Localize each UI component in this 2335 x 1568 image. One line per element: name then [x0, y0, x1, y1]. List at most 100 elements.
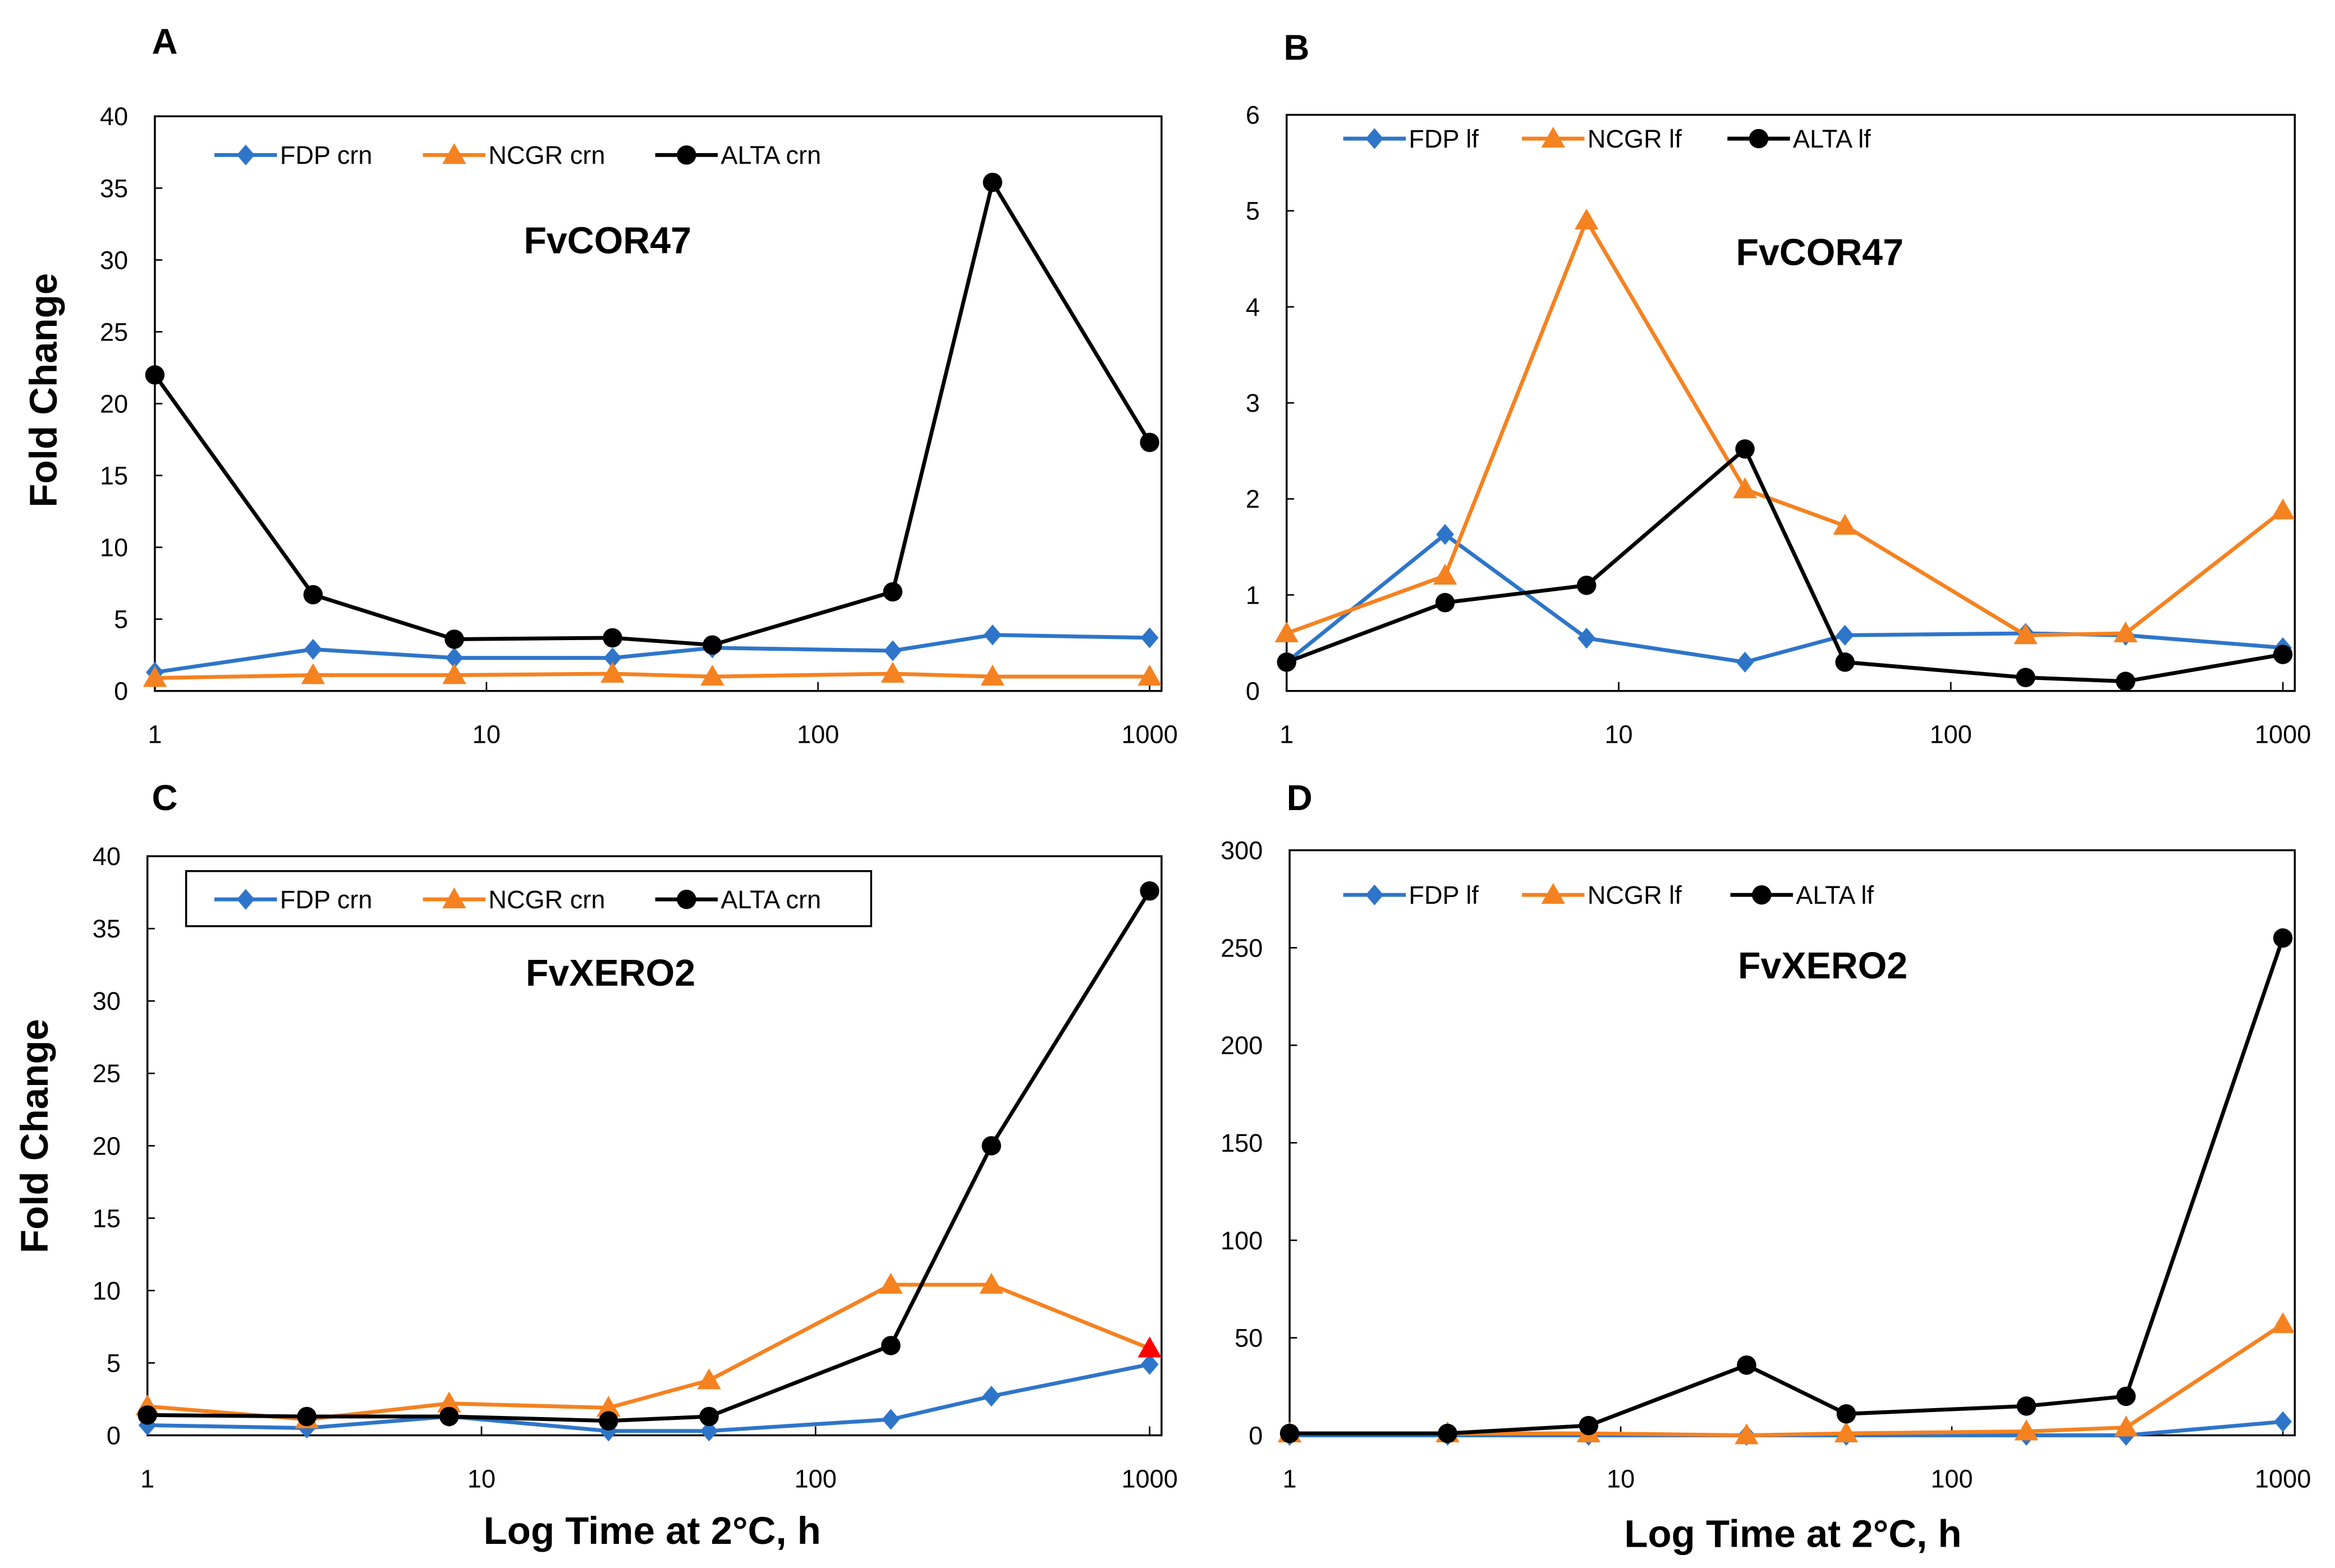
data-point-ncgr — [2114, 1415, 2138, 1437]
plot-frame — [154, 115, 1163, 692]
data-point-alta — [881, 1336, 901, 1355]
legend-item-alta: ALTA crn — [655, 141, 821, 169]
series-line-alta — [1286, 445, 2283, 683]
y-tick-label: 35 — [100, 174, 128, 203]
y-tick-label: 25 — [93, 1059, 121, 1088]
data-point-fdp — [982, 1386, 1001, 1407]
data-point-alta — [703, 635, 722, 655]
data-point-alta — [2273, 645, 2293, 664]
series-line-alta — [153, 177, 1152, 647]
data-point-alta — [1435, 592, 1455, 613]
series-line-alta — [147, 890, 1152, 1423]
legend-marker-diamond-icon — [1365, 884, 1384, 905]
y-tick-label: 4 — [1246, 293, 1260, 321]
legend-item-alta: ALTA lf — [1730, 881, 1874, 909]
data-point-ncgr — [880, 661, 905, 683]
y-tick-label: 10 — [93, 1276, 121, 1305]
legend-marker-circle-icon — [1752, 885, 1772, 905]
y-tick-label: 5 — [114, 605, 128, 634]
y-tick-label: 40 — [93, 842, 121, 871]
y-tick-label: 250 — [1221, 934, 1263, 962]
x-tick-label: 100 — [1930, 1464, 1972, 1493]
y-tick-label: 40 — [100, 102, 128, 131]
legend-label: NCGR lf — [1588, 881, 1682, 909]
legend-marker-triangle-icon — [1541, 882, 1566, 904]
data-point-ncgr — [1735, 1423, 1759, 1445]
legend-marker-diamond-icon — [236, 889, 255, 910]
data-point-alta — [2116, 1386, 2136, 1406]
data-point-fdp — [882, 1409, 900, 1430]
panel-d-fvxero2-leaf: 0 50 100 150 200 250 300 1 10 100 1000 FvXERO2 FDP l… — [1221, 836, 2311, 1493]
x-tick-label: 10 — [1604, 720, 1632, 749]
data-point-alta — [603, 628, 622, 648]
legend-marker-diamond-icon — [236, 144, 255, 165]
data-point-ncgr — [697, 1368, 721, 1390]
data-point-fdp — [1736, 651, 1754, 673]
data-point-ncgr — [2270, 498, 2295, 519]
data-point-alta — [1579, 1415, 1599, 1436]
data-point-alta — [1277, 652, 1297, 672]
y-tick-label: 3 — [1246, 389, 1260, 417]
legend-marker-triangle-icon — [442, 887, 466, 909]
data-point-ncgr — [597, 1396, 621, 1417]
x-axis-label-c: Log Time at 2°C, h — [484, 1509, 821, 1552]
x-tick-label: 100 — [1930, 720, 1972, 749]
y-tick-label: 0 — [1249, 1421, 1263, 1450]
x-tick-label: 100 — [797, 720, 839, 749]
data-point-ncgr — [979, 1272, 1003, 1294]
x-tick-label: 100 — [795, 1464, 837, 1493]
data-point-alta — [1140, 433, 1159, 452]
legend-marker-circle-icon — [677, 145, 696, 165]
data-point-alta — [981, 1136, 1001, 1156]
legend-item-ncgr: NCGR lf — [1522, 881, 1682, 909]
y-tick-label: 200 — [1221, 1031, 1263, 1060]
legend-label: ALTA lf — [1793, 125, 1871, 153]
legend-item-ncgr: NCGR lf — [1522, 125, 1682, 153]
data-point-alta — [2016, 1396, 2036, 1416]
y-tick-label: 300 — [1221, 836, 1263, 865]
data-point-alta — [1836, 1404, 1856, 1424]
data-point-alta — [145, 365, 165, 385]
data-point-fdp — [983, 624, 1002, 646]
legend-marker-circle-icon — [1749, 128, 1769, 149]
data-point-alta — [2273, 928, 2293, 948]
y-tick-label: 20 — [93, 1132, 121, 1160]
legend-item-alta: ALTA lf — [1727, 125, 1871, 153]
data-point-alta — [2116, 672, 2136, 691]
legend-item-fdp: FDP lf — [1343, 881, 1479, 909]
y-tick-label: 0 — [107, 1421, 121, 1450]
y-tick-label: 20 — [100, 389, 128, 418]
y-tick-label: 0 — [114, 677, 128, 706]
y-tick-label: 150 — [1221, 1129, 1263, 1157]
data-point-alta — [1140, 881, 1159, 901]
legend-item-fdp: FDP crn — [214, 141, 373, 169]
legend-marker-triangle-icon — [442, 143, 466, 164]
data-point-alta — [599, 1411, 618, 1431]
data-point-alta — [444, 629, 464, 649]
data-point-fdp — [1140, 1354, 1159, 1375]
x-axis-label-d: Log Time at 2°C, h — [1624, 1512, 1961, 1556]
x-tick-label: 10 — [472, 720, 501, 749]
y-tick-label: 100 — [1221, 1226, 1263, 1255]
data-point-alta — [297, 1406, 317, 1427]
y-tick-label: 15 — [93, 1204, 121, 1233]
legend-item-fdp: FDP crn — [214, 885, 373, 914]
legend-marker-circle-icon — [677, 889, 696, 909]
series-line-fdp — [147, 1362, 1150, 1433]
data-point-ncgr — [1574, 208, 1599, 229]
x-tick-label: 1000 — [1121, 1464, 1177, 1493]
data-point-fdp — [883, 640, 902, 661]
data-point-fdp — [700, 1420, 718, 1442]
data-point-alta — [1279, 1423, 1300, 1443]
data-point-alta — [1576, 576, 1597, 595]
series-line-fdp — [154, 633, 1150, 674]
data-point-alta — [439, 1406, 459, 1427]
data-point-alta — [303, 585, 323, 605]
plot-frame — [146, 855, 1163, 1437]
legend-box — [185, 870, 873, 927]
y-tick-label: 30 — [93, 987, 121, 1015]
data-point-ncgr — [1834, 1421, 1859, 1442]
x-tick-label: 1000 — [2255, 1464, 2311, 1493]
panel-label-c: C — [152, 778, 178, 818]
